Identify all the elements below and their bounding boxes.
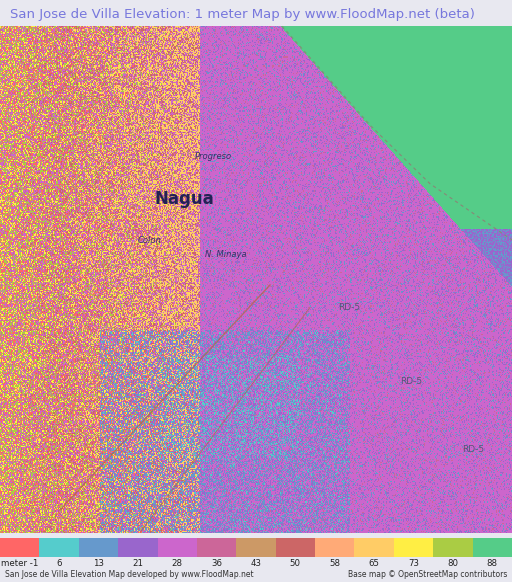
Text: RD-5: RD-5 bbox=[462, 445, 484, 453]
Text: Progreso: Progreso bbox=[195, 152, 232, 161]
Text: 13: 13 bbox=[93, 559, 104, 568]
Text: 88: 88 bbox=[487, 559, 498, 568]
Bar bbox=[237, 538, 275, 557]
Bar bbox=[473, 538, 512, 557]
Bar bbox=[394, 538, 433, 557]
Text: Colon: Colon bbox=[138, 236, 162, 246]
Text: 21: 21 bbox=[132, 559, 143, 568]
Text: RD-5: RD-5 bbox=[338, 303, 360, 312]
Text: 43: 43 bbox=[250, 559, 262, 568]
Bar bbox=[275, 538, 315, 557]
Bar bbox=[315, 538, 354, 557]
Text: 58: 58 bbox=[329, 559, 340, 568]
Bar bbox=[197, 538, 237, 557]
Text: Nagua: Nagua bbox=[155, 190, 215, 208]
Text: 73: 73 bbox=[408, 559, 419, 568]
Bar bbox=[433, 538, 473, 557]
Text: San Jose de Villa Elevation: 1 meter Map by www.FloodMap.net (beta): San Jose de Villa Elevation: 1 meter Map… bbox=[10, 8, 475, 21]
Text: Base map © OpenStreetMap contributors: Base map © OpenStreetMap contributors bbox=[348, 570, 507, 579]
Bar bbox=[39, 538, 79, 557]
Bar bbox=[354, 538, 394, 557]
Text: 80: 80 bbox=[447, 559, 458, 568]
Bar bbox=[0, 538, 39, 557]
Text: 6: 6 bbox=[56, 559, 62, 568]
Bar bbox=[118, 538, 158, 557]
Text: 28: 28 bbox=[172, 559, 183, 568]
Text: San Jose de Villa Elevation Map developed by www.FloodMap.net: San Jose de Villa Elevation Map develope… bbox=[5, 570, 254, 579]
Text: 65: 65 bbox=[369, 559, 380, 568]
Text: N. Minaya: N. Minaya bbox=[205, 250, 247, 259]
Text: meter -1: meter -1 bbox=[1, 559, 38, 568]
Text: RD-5: RD-5 bbox=[400, 377, 422, 386]
Text: 36: 36 bbox=[211, 559, 222, 568]
Bar bbox=[158, 538, 197, 557]
Text: 50: 50 bbox=[290, 559, 301, 568]
Bar bbox=[79, 538, 118, 557]
